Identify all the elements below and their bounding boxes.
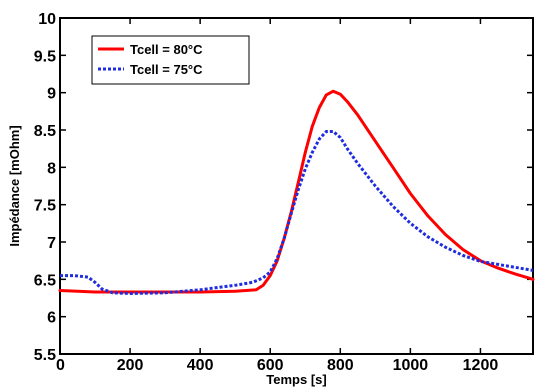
x-tick-label: 800 bbox=[327, 357, 354, 374]
y-tick-label: 9 bbox=[47, 86, 56, 103]
y-tick-label: 5.5 bbox=[34, 347, 56, 364]
y-tick-label: 7 bbox=[47, 235, 56, 252]
x-tick-label: 600 bbox=[257, 357, 284, 374]
series-line-tcell-75 bbox=[60, 130, 534, 295]
y-tick-label: 9.5 bbox=[34, 48, 56, 65]
legend-label-tcell-80: Tcell = 80°C bbox=[130, 42, 203, 57]
series-line-tcell-80 bbox=[58, 89, 535, 294]
x-axis-ticks: 0 200 400 600 800 1000 1200 bbox=[56, 18, 498, 374]
y-tick-label: 10 bbox=[38, 11, 56, 28]
x-tick-label: 1000 bbox=[393, 357, 429, 374]
legend-label-tcell-75: Tcell = 75°C bbox=[130, 62, 203, 77]
x-tick-label: 400 bbox=[187, 357, 214, 374]
legend-box bbox=[91, 35, 250, 85]
y-tick-label: 8 bbox=[47, 160, 56, 177]
series-layer bbox=[58, 89, 535, 295]
y-axis-ticks: 5.5 6 6.5 7 7.5 8 8.5 9 9.5 10 bbox=[34, 11, 533, 364]
x-axis-label: Temps [s] bbox=[266, 372, 326, 387]
y-tick-label: 6.5 bbox=[34, 272, 56, 289]
y-tick-label: 8.5 bbox=[34, 123, 56, 140]
x-tick-label: 0 bbox=[56, 357, 65, 374]
y-axis-label: Impédance [mOhm] bbox=[7, 125, 22, 246]
x-tick-label: 200 bbox=[117, 357, 144, 374]
y-tick-label: 7.5 bbox=[34, 198, 56, 215]
y-tick-label: 6 bbox=[47, 310, 56, 327]
legend: Tcell = 80°C Tcell = 75°C bbox=[91, 35, 250, 85]
x-tick-label: 1200 bbox=[463, 357, 499, 374]
